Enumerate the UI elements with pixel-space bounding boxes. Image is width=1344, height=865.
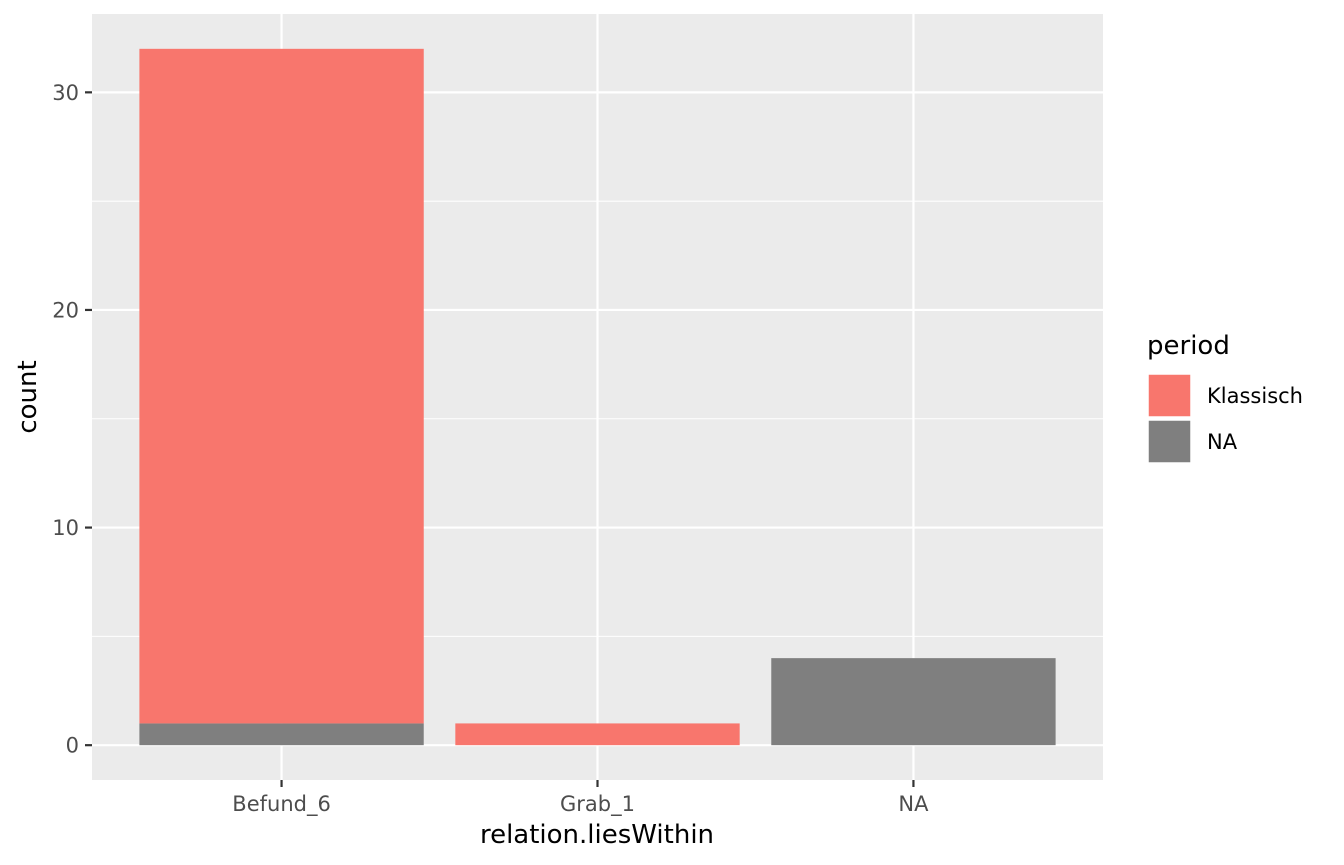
legend-label-na: NA — [1207, 430, 1238, 454]
y-tick-label: 0 — [66, 734, 79, 758]
bars — [139, 48, 1056, 746]
y-tick-label: 30 — [52, 81, 79, 105]
legend: period Klassisch NA — [1147, 331, 1303, 464]
bar-klassisch-grab-1 — [455, 723, 740, 746]
y-tick-label: 20 — [52, 298, 79, 322]
x-axis-title: relation.liesWithin — [480, 820, 714, 850]
legend-label-klassisch: Klassisch — [1207, 384, 1303, 408]
bar-klassisch-befund-6 — [139, 48, 424, 724]
x-axis: Befund_6 Grab_1 NA — [232, 780, 929, 817]
y-axis-title: count — [13, 360, 43, 433]
y-axis: 0 10 20 30 — [52, 81, 92, 758]
bar-na-befund-6 — [139, 723, 424, 746]
bar-na-na — [771, 658, 1056, 746]
legend-key-klassisch — [1147, 373, 1192, 418]
x-tick-label: Grab_1 — [560, 792, 635, 817]
legend-key-na — [1147, 419, 1192, 464]
y-tick-label: 10 — [52, 516, 79, 540]
x-tick-label: Befund_6 — [232, 792, 331, 817]
legend-title: period — [1147, 331, 1230, 361]
x-tick-label: NA — [898, 792, 929, 816]
